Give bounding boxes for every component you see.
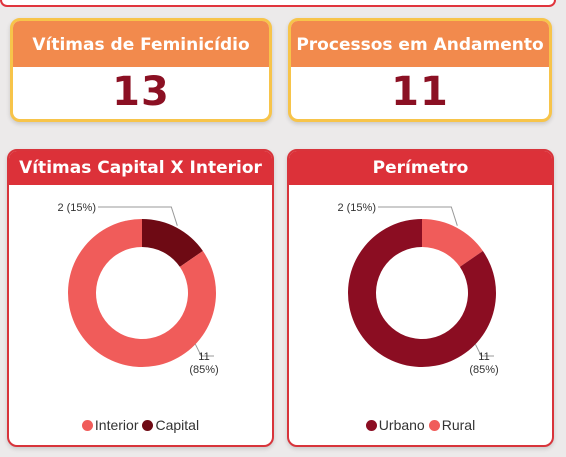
label-leader-line — [194, 343, 214, 357]
legend-item-interior[interactable]: Interior — [81, 417, 139, 433]
kpi-card-processes: Processos em Andamento 11 — [288, 18, 552, 122]
legend-marker — [81, 420, 93, 431]
data-label-pct-urbano: (85%) — [469, 364, 498, 376]
legend-marker — [428, 420, 440, 431]
kpi-title: Processos em Andamento — [291, 21, 549, 67]
kpi-title: Vítimas de Feminicídio — [13, 21, 269, 67]
legend-marker — [142, 420, 154, 431]
data-label-capital: 2 (15%) — [57, 202, 96, 214]
chart-title: Perímetro — [289, 151, 552, 185]
legend-item-urbano[interactable]: Urbano — [365, 417, 425, 433]
donut-slice-capital[interactable] — [142, 219, 203, 267]
donut-slice-urbano[interactable] — [348, 219, 496, 367]
data-label-pct-interior: (85%) — [189, 364, 218, 376]
chart-card-capital-interior: Vítimas Capital X Interior 2 (15%) 11 (85%… — [7, 149, 274, 447]
kpi-value: 11 — [391, 69, 449, 115]
label-leader-line — [474, 343, 494, 357]
kpi-card-victims: Vítimas de Feminicídio 13 — [10, 18, 272, 122]
legend-marker — [365, 420, 377, 431]
donut-chart-perimetro: 2 (15%) 11(85%) — [337, 202, 498, 376]
kpi-value: 13 — [112, 69, 170, 115]
legend-label: Urbano — [378, 417, 425, 433]
chart-legend: Interior Capital — [9, 417, 272, 433]
data-label-interior: 11 — [198, 351, 209, 363]
data-label-urbano: 11 — [478, 351, 489, 363]
data-label-rural: 2 (15%) — [337, 202, 376, 214]
donut-chart-capital-interior: 2 (15%) 11(85%) — [57, 202, 218, 376]
legend-item-rural[interactable]: Rural — [428, 417, 476, 433]
donut-slice-interior[interactable] — [68, 219, 216, 367]
top-panel-edge — [0, 0, 556, 7]
legend-label: Rural — [441, 417, 476, 433]
chart-card-perimetro: Perímetro 2 (15%) 11 (85%) Urbano Rural — [287, 149, 554, 447]
chart-legend: Urbano Rural — [289, 417, 552, 433]
legend-item-capital[interactable]: Capital — [142, 417, 199, 433]
legend-label: Interior — [94, 417, 139, 433]
label-leader-line — [378, 206, 458, 226]
chart-title: Vítimas Capital X Interior — [9, 151, 272, 185]
legend-label: Capital — [155, 417, 200, 433]
donut-slice-rural[interactable] — [422, 219, 483, 267]
label-leader-line — [98, 206, 178, 226]
